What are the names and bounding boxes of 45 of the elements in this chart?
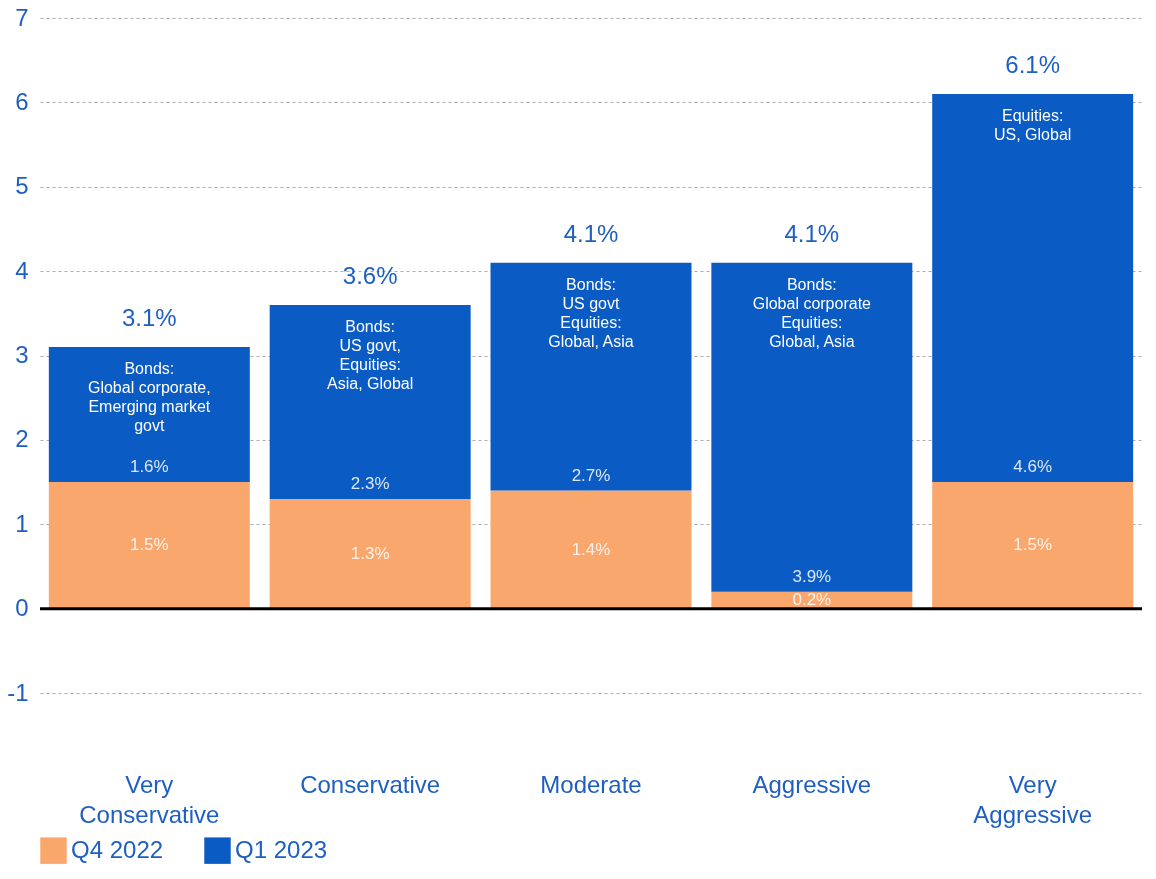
data-label: 0.2%	[792, 590, 832, 610]
y-tick-label: 6	[15, 87, 29, 115]
total-label: 3.6%	[342, 261, 398, 289]
data-label: 1.4%	[571, 539, 611, 559]
total-label: 3.1%	[121, 304, 177, 332]
bar	[490, 490, 692, 609]
x-tick-label: Conservative	[300, 770, 441, 798]
annotation: Bonds: US govt, Equities: Asia, Global	[327, 317, 414, 392]
y-tick-label: 5	[15, 172, 29, 200]
annotation: Bonds: Global corporate Equities: Global, Asia	[752, 275, 872, 350]
legend-label: Q1 2023	[235, 835, 328, 863]
legend-label: Q4 2022	[71, 835, 164, 863]
bar	[48, 482, 250, 609]
y-tick-label: 2	[15, 425, 29, 453]
bar	[932, 93, 1134, 483]
data-label: 1.3%	[350, 543, 390, 563]
y-tick-label: -1	[7, 678, 29, 706]
bar	[490, 262, 692, 491]
bar	[269, 498, 471, 609]
y-tick-label: 1	[15, 509, 29, 537]
data-label: 1.5%	[129, 535, 169, 555]
bar	[932, 482, 1134, 609]
total-label: 4.1%	[784, 219, 840, 247]
data-label: 2.7%	[571, 465, 611, 485]
y-tick-label: 7	[15, 3, 29, 31]
y-tick-label: 3	[15, 341, 29, 368]
bar	[48, 347, 250, 483]
y-tick-label: 0	[15, 594, 29, 622]
data-label: 1.5%	[1013, 535, 1053, 555]
data-label: 4.6%	[1013, 457, 1053, 477]
data-label: 1.6%	[129, 457, 169, 477]
data-label: 2.3%	[350, 473, 390, 493]
y-tick-label: 4	[15, 256, 29, 284]
total-label: 4.1%	[563, 219, 619, 247]
x-tick-label: Aggressive	[752, 770, 872, 798]
x-tick-label: Very Conservative	[79, 770, 220, 828]
x-tick-label: Very Aggressive	[973, 770, 1093, 828]
bar	[711, 262, 913, 592]
annotation: Equities: US, Global	[994, 106, 1072, 143]
total-label: 6.1%	[1005, 50, 1061, 78]
annotation: Bonds: US govt Equities: Global, Asia	[548, 275, 634, 350]
x-tick-label: Moderate	[540, 770, 642, 798]
bar	[269, 304, 471, 499]
data-label: 3.9%	[792, 566, 832, 586]
annotation: Bonds: Global corporate, Emerging market govt	[87, 360, 211, 435]
